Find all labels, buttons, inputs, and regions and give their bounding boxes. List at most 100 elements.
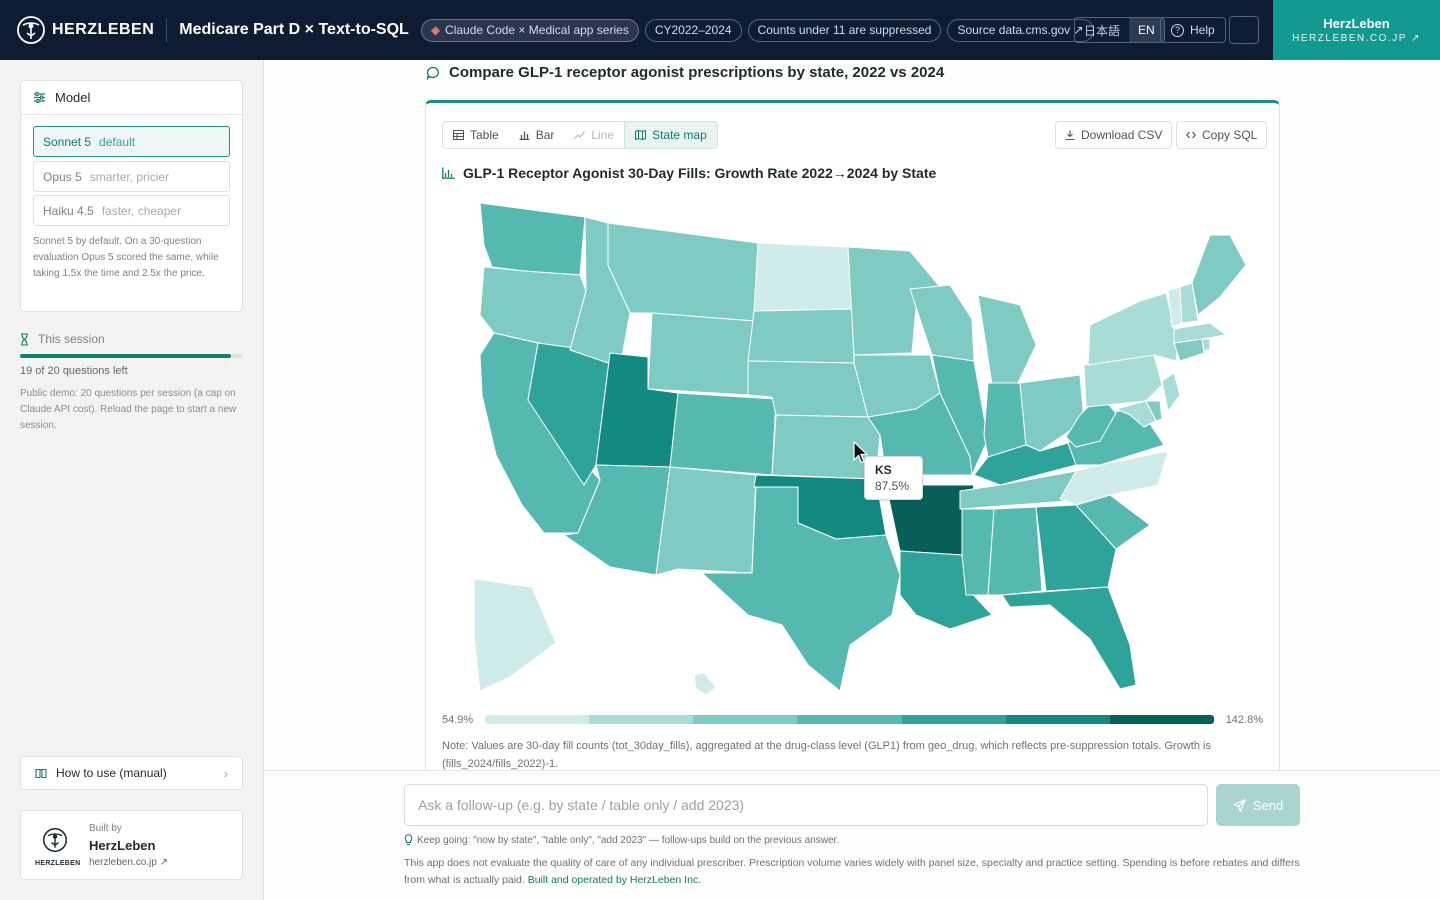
map-tooltip: KS 87.5% [864, 456, 923, 500]
chart-note: Note: Values are 30-day fill counts (tot… [442, 740, 1211, 770]
state-nj[interactable] [1161, 372, 1181, 412]
send-icon [1232, 798, 1246, 812]
chevron-right-icon: › [223, 766, 228, 781]
header-extra-button[interactable] [1229, 16, 1259, 44]
table-icon [453, 130, 464, 140]
state-wy[interactable] [647, 312, 755, 396]
chart-title-text: GLP-1 Receptor Agonist 30-Day Fills: Gro… [463, 165, 937, 181]
state-sd[interactable] [747, 308, 855, 364]
model-option-opus[interactable]: Opus 5 smarter, pricier [33, 161, 230, 192]
questions-left: 19 of 20 questions left [20, 365, 128, 377]
brand-link[interactable]: HerzLeben HERZLEBEN.CO.JP ↗ [1273, 0, 1440, 60]
question-circle-icon: ? [1171, 23, 1184, 37]
herzleben-logo[interactable]: HERZLEBEN [16, 15, 154, 45]
state-nd[interactable] [753, 242, 853, 312]
tab-line[interactable]: Line [564, 122, 624, 148]
model-option-sub: smarter, pricier [89, 169, 170, 184]
legend-swatch [901, 715, 1006, 724]
state-md[interactable] [1115, 400, 1157, 428]
legend-swatch [693, 715, 798, 724]
state-fl[interactable] [1001, 586, 1137, 690]
demo-note: Public demo: 20 questions per session (a… [20, 388, 237, 431]
tab-label: State map [652, 128, 707, 142]
legend-swatch [1109, 715, 1214, 724]
model-option-sonnet[interactable]: Sonnet 5 default [33, 126, 230, 157]
follow-up-input[interactable]: Ask a follow-up (e.g. by state / table o… [404, 784, 1208, 826]
code-icon [1186, 131, 1196, 139]
follow-up-hint: Keep going: "now by state", "table only"… [404, 834, 839, 846]
state-de[interactable] [1145, 400, 1163, 422]
state-wi[interactable] [909, 284, 975, 362]
state-ms[interactable] [961, 508, 995, 596]
state-co[interactable] [669, 392, 777, 476]
built-by-logo-text: HERZLEBEN [35, 860, 81, 867]
send-button[interactable]: Send [1216, 784, 1300, 826]
lang-option-en[interactable]: EN [1129, 18, 1164, 42]
copy-sql-button[interactable]: Copy SQL [1176, 121, 1268, 149]
composer-area: Ask a follow-up (e.g. by state / table o… [264, 770, 1440, 900]
legend-swatch [797, 715, 902, 724]
state-hi[interactable] [693, 672, 717, 696]
mouse-cursor-icon [853, 441, 869, 464]
state-oh[interactable] [1019, 374, 1085, 452]
bar-chart-icon [519, 131, 530, 140]
model-option-sub: faster, cheaper [101, 203, 182, 218]
source-link-chip[interactable]: Source data.cms.gov ↗ [947, 18, 1094, 42]
year-range-chip: CY2022–2024 [644, 18, 742, 42]
suppression-chip: Counts under 11 are suppressed [747, 18, 942, 42]
download-csv-button[interactable]: Download CSV [1055, 121, 1173, 149]
state-nc[interactable] [1059, 450, 1169, 506]
sidebar: Model Sonnet 5 default Opus 5 smarter, p… [0, 60, 264, 900]
us-state-map [473, 202, 1247, 696]
state-in[interactable] [983, 382, 1027, 458]
tab-label: Line [591, 128, 615, 142]
legend-min-label: 54.9% [442, 714, 474, 726]
chart-title: GLP-1 Receptor Agonist 30-Day Fills: Gro… [442, 165, 936, 181]
legend-swatch [589, 715, 694, 724]
tab-label: Bar [535, 128, 555, 142]
tab-table[interactable]: Table [443, 122, 509, 148]
state-mt[interactable] [607, 222, 759, 322]
top-bar: HERZLEBEN Medicare Part D × Text-to-SQL … [0, 0, 1440, 60]
state-wa[interactable] [479, 202, 586, 276]
built-by-logo: HERZLEBEN [35, 827, 81, 867]
hint-text: Keep going: "now by state", "table only"… [417, 834, 840, 846]
logo-text: HERZLEBEN [52, 21, 155, 38]
lang-option-ja[interactable]: 日本語 [1084, 23, 1121, 38]
header-divider [166, 18, 168, 42]
model-option-haiku[interactable]: Haiku 4.5 faster, cheaper [33, 195, 230, 226]
state-ma[interactable] [1173, 322, 1227, 344]
state-nm[interactable] [655, 466, 757, 576]
series-chip[interactable]: ◆ Claude Code × Medical app series [420, 18, 639, 42]
state-tx[interactable] [701, 486, 901, 692]
state-me[interactable] [1191, 234, 1247, 316]
built-by-link[interactable]: herzleben.co.jp ↗ [89, 857, 168, 868]
model-heading-label: Model [55, 90, 91, 105]
operator-link[interactable]: Built and operated by HerzLeben Inc. [527, 874, 702, 886]
lightbulb-icon [404, 834, 413, 845]
result-panel: Table Bar Line State map Download CSV Co… [425, 100, 1280, 780]
disclaimer-text: This app does not evaluate the quality o… [404, 857, 1300, 886]
model-option-name: Sonnet 5 [43, 134, 92, 149]
tab-label: Table [470, 128, 499, 142]
state-ri[interactable] [1201, 338, 1211, 352]
tab-bar[interactable]: Bar [509, 122, 565, 148]
question-text: Compare GLP-1 receptor agonist prescript… [449, 64, 945, 81]
state-ky[interactable] [973, 442, 1077, 486]
question-title: Compare GLP-1 receptor agonist prescript… [426, 64, 944, 81]
help-button[interactable]: ? Help [1160, 17, 1226, 43]
view-tabs: Table Bar Line State map [442, 121, 718, 149]
tab-state-map[interactable]: State map [624, 122, 717, 148]
built-by-card[interactable]: HERZLEBEN Built by HerzLeben herzleben.c… [20, 810, 243, 880]
map-icon [635, 130, 647, 140]
hourglass-icon [21, 332, 28, 346]
state-ga[interactable] [1035, 504, 1117, 592]
state-al[interactable] [987, 506, 1043, 596]
manual-button[interactable]: How to use (manual) › [20, 756, 243, 790]
state-ny[interactable] [1087, 292, 1179, 366]
legend-color-scale [485, 715, 1214, 724]
state-mi[interactable] [977, 294, 1037, 386]
session-heading: This session [20, 332, 105, 346]
state-ak[interactable] [473, 578, 557, 692]
legend-swatch [485, 715, 590, 724]
